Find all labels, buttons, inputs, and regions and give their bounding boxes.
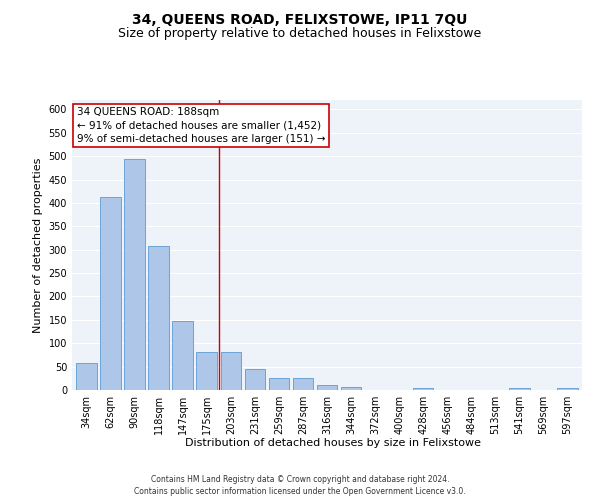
Bar — [317, 386, 337, 390]
Bar — [124, 159, 145, 390]
Bar — [221, 352, 241, 390]
Bar — [341, 386, 361, 390]
Text: Distribution of detached houses by size in Felixstowe: Distribution of detached houses by size … — [185, 438, 481, 448]
Bar — [413, 388, 433, 390]
Bar — [509, 388, 530, 390]
Bar — [245, 370, 265, 390]
Bar — [100, 198, 121, 390]
Text: 34, QUEENS ROAD, FELIXSTOWE, IP11 7QU: 34, QUEENS ROAD, FELIXSTOWE, IP11 7QU — [133, 12, 467, 26]
Bar — [293, 378, 313, 390]
Bar — [148, 246, 169, 390]
Y-axis label: Number of detached properties: Number of detached properties — [33, 158, 43, 332]
Text: Contains HM Land Registry data © Crown copyright and database right 2024.
Contai: Contains HM Land Registry data © Crown c… — [134, 474, 466, 496]
Bar — [557, 388, 578, 390]
Bar — [76, 364, 97, 390]
Text: 34 QUEENS ROAD: 188sqm
← 91% of detached houses are smaller (1,452)
9% of semi-d: 34 QUEENS ROAD: 188sqm ← 91% of detached… — [77, 108, 326, 144]
Bar — [172, 321, 193, 390]
Bar — [196, 352, 217, 390]
Text: Size of property relative to detached houses in Felixstowe: Size of property relative to detached ho… — [118, 28, 482, 40]
Bar — [269, 378, 289, 390]
